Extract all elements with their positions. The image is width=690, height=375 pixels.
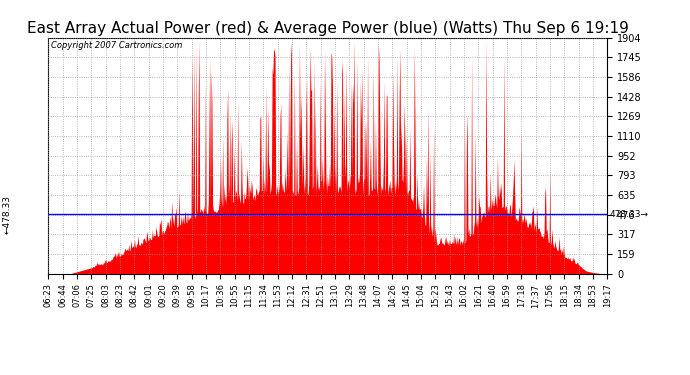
- Text: ←478.33: ←478.33: [3, 195, 12, 234]
- Title: East Array Actual Power (red) & Average Power (blue) (Watts) Thu Sep 6 19:19: East Array Actual Power (red) & Average …: [27, 21, 629, 36]
- Text: Copyright 2007 Cartronics.com: Copyright 2007 Cartronics.com: [51, 41, 182, 50]
- Text: 478.33→: 478.33→: [610, 210, 649, 219]
